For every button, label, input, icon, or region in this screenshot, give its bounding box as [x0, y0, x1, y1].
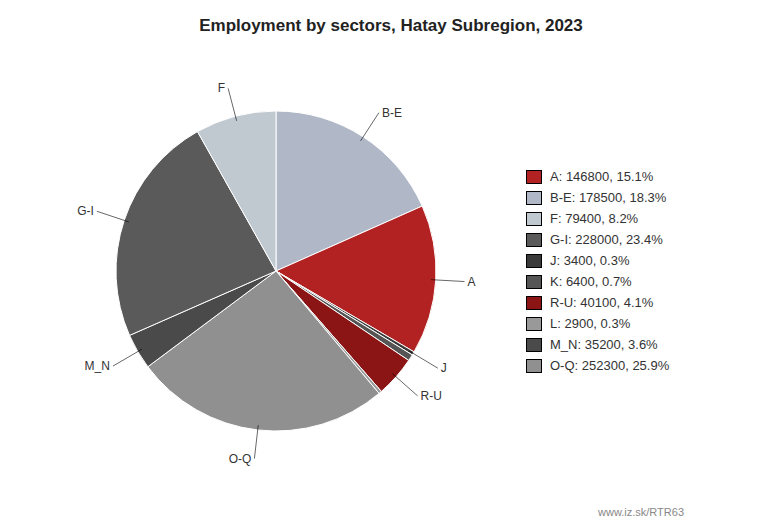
- html-text:G-I: 228000, 23.4%: G-I: 228000, 23.4%: [550, 232, 663, 247]
- html-text:K: 6400, 0.7%: K: 6400, 0.7%: [550, 274, 632, 289]
- svg-text:A: A: [468, 275, 476, 289]
- html-text:F: 79400, 8.2%: F: 79400, 8.2%: [550, 211, 639, 226]
- html-text:Employment by sectors, Hatay S: Employment by sectors, Hatay Subregion, …: [199, 16, 583, 35]
- html-text:J: 3400, 0.3%: J: 3400, 0.3%: [550, 253, 630, 268]
- html-text:M_N: 35200, 3.6%: M_N: 35200, 3.6%: [550, 337, 658, 352]
- svg-text:M_N: M_N: [85, 359, 110, 373]
- html-text:L: 2900, 0.3%: L: 2900, 0.3%: [550, 316, 631, 331]
- svg-text:G-I: G-I: [77, 204, 94, 218]
- svg-text:R-U: R-U: [421, 389, 442, 403]
- html-text:R-U: 40100, 4.1%: R-U: 40100, 4.1%: [550, 295, 654, 310]
- svg-text:B-E: B-E: [382, 106, 402, 120]
- html-text:B-E: 178500, 18.3%: B-E: 178500, 18.3%: [550, 190, 667, 205]
- svg-text:O-Q: O-Q: [229, 452, 252, 466]
- svg-text:F: F: [218, 81, 225, 95]
- html-text:O-Q: 252300, 25.9%: O-Q: 252300, 25.9%: [550, 358, 670, 373]
- svg-text:J: J: [441, 361, 447, 375]
- html-text:A: 146800, 15.1%: A: 146800, 15.1%: [550, 169, 654, 184]
- html-text:www.iz.sk/RTR63: www.iz.sk/RTR63: [598, 506, 684, 518]
